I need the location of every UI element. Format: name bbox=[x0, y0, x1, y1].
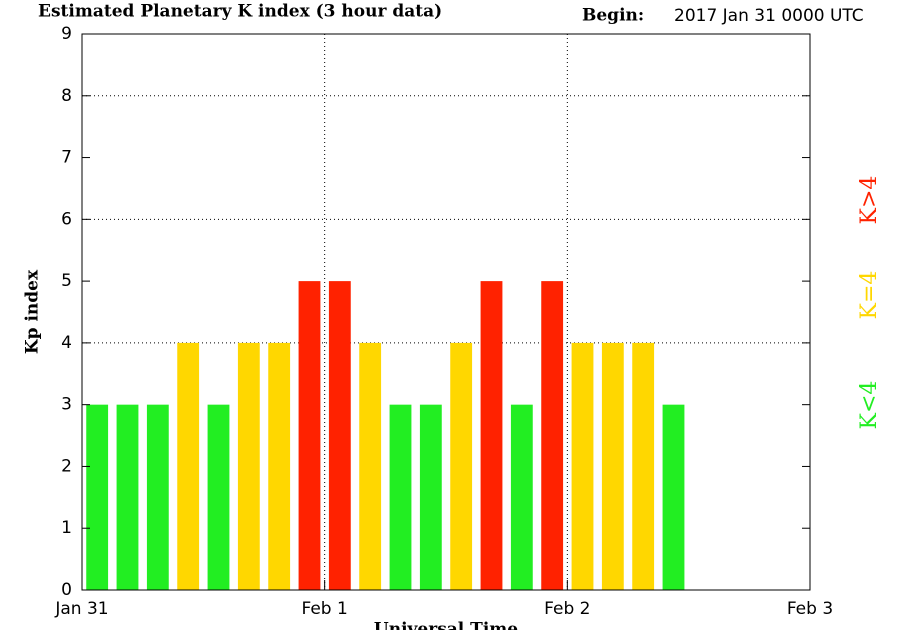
bar bbox=[359, 342, 382, 590]
y-tick-label: 1 bbox=[61, 518, 72, 538]
bar bbox=[328, 281, 351, 590]
legend-entry: K<4 bbox=[857, 381, 882, 430]
y-tick-label: 2 bbox=[61, 456, 72, 476]
bar bbox=[450, 342, 473, 590]
bar bbox=[601, 342, 624, 590]
bar bbox=[268, 342, 291, 590]
y-tick-label: 3 bbox=[61, 395, 72, 415]
bar bbox=[571, 342, 594, 590]
bar bbox=[662, 404, 685, 590]
bar bbox=[389, 404, 412, 590]
y-tick-label: 6 bbox=[61, 209, 72, 229]
begin-value: 2017 Jan 31 0000 UTC bbox=[674, 6, 864, 26]
bar bbox=[419, 404, 442, 590]
bar bbox=[86, 404, 109, 590]
y-tick-label: 0 bbox=[61, 580, 72, 600]
bar bbox=[541, 281, 564, 590]
bar bbox=[207, 404, 230, 590]
bar bbox=[632, 342, 655, 590]
x-tick-label: Feb 3 bbox=[787, 599, 833, 619]
y-tick-label: 9 bbox=[61, 24, 72, 44]
legend-entry: K>4 bbox=[857, 176, 882, 225]
x-tick-label: Feb 1 bbox=[302, 599, 348, 619]
bar bbox=[177, 342, 200, 590]
y-axis-label: Kp index bbox=[23, 269, 43, 354]
x-tick-label: Feb 2 bbox=[544, 599, 590, 619]
legend-entry: K=4 bbox=[857, 271, 882, 320]
y-tick-label: 4 bbox=[61, 333, 72, 353]
begin-label: Begin: bbox=[582, 6, 644, 26]
bar bbox=[480, 281, 503, 590]
bar bbox=[298, 281, 321, 590]
bar bbox=[237, 342, 260, 590]
chart-title: Estimated Planetary K index (3 hour data… bbox=[38, 2, 442, 22]
bar bbox=[116, 404, 139, 590]
plot-frame bbox=[81, 33, 811, 591]
x-tick-label: Jan 31 bbox=[54, 599, 108, 619]
y-tick-label: 7 bbox=[61, 148, 72, 168]
x-axis-label: Universal Time bbox=[374, 620, 518, 630]
bar bbox=[510, 404, 533, 590]
bar bbox=[146, 404, 169, 590]
y-tick-label: 8 bbox=[61, 86, 72, 106]
y-tick-label: 5 bbox=[61, 271, 72, 291]
